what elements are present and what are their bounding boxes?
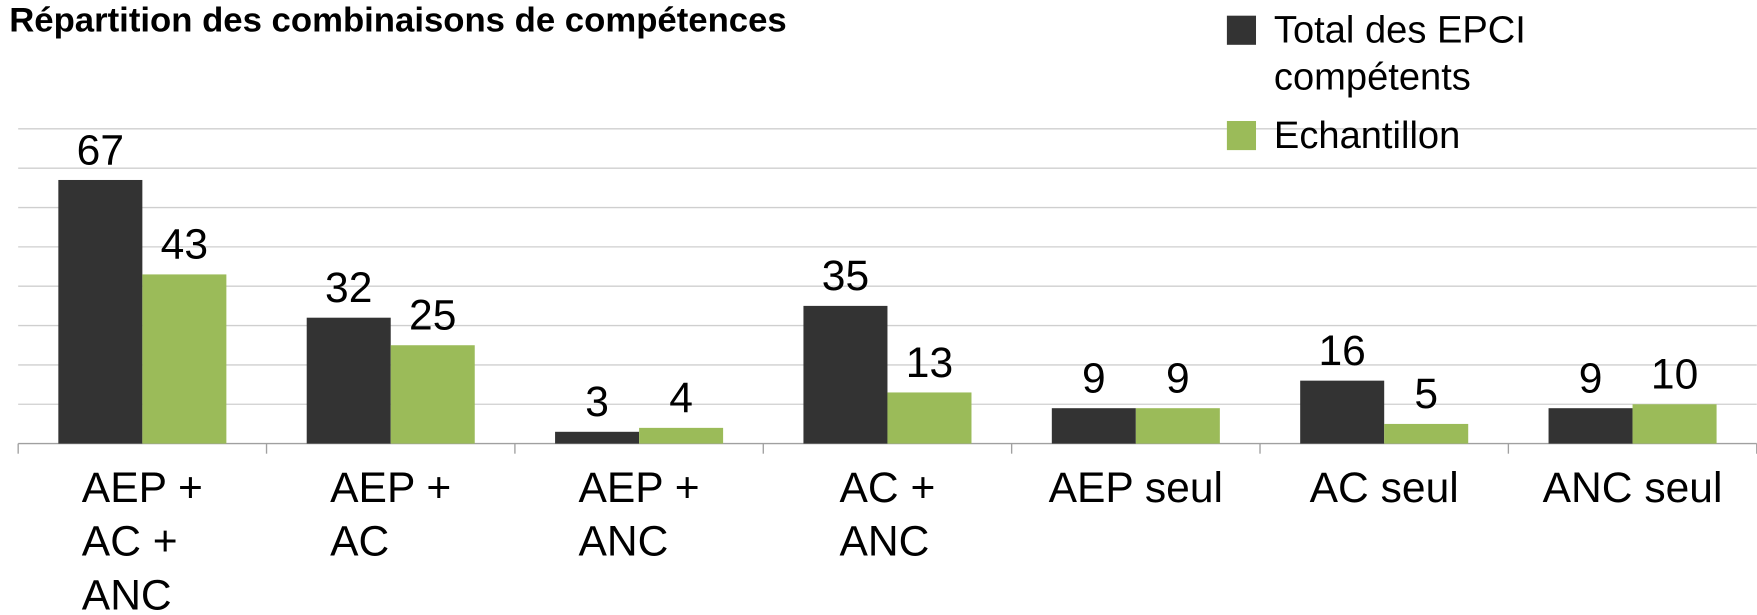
x-tick-label-wrap: AC seul (1260, 462, 1508, 516)
chart-title: Répartition des combinaisons de compéten… (9, 1, 787, 39)
bar (639, 427, 724, 444)
data-label: 16 (1319, 327, 1366, 375)
legend-label-wrap: Total des EPCI compétents (1274, 7, 1576, 101)
bar (1384, 423, 1469, 444)
x-tick-label-wrap: AEP + AC (267, 462, 515, 570)
x-tick-label-box: AEP seul (1012, 462, 1260, 516)
bar (306, 317, 391, 444)
legend-label-box: Total des EPCI compétents (1274, 7, 1576, 101)
bar (390, 345, 475, 444)
data-label: 35 (822, 252, 869, 300)
data-label: 9 (1166, 355, 1190, 403)
x-tick-label: AC seul (1309, 464, 1459, 512)
bar (1300, 380, 1385, 444)
x-tick-label-wrap: AC + ANC (763, 462, 1011, 570)
data-label: 32 (325, 264, 372, 312)
bar (1632, 404, 1717, 444)
legend-swatch (1226, 120, 1257, 151)
data-label: 25 (409, 292, 456, 340)
legend-label-box: Echantillon (1274, 112, 1576, 159)
data-label: 43 (161, 221, 208, 269)
legend-label-wrap: Echantillon (1274, 112, 1576, 159)
bar (142, 274, 227, 444)
legend-swatch (1226, 15, 1257, 45)
bar (1051, 408, 1136, 444)
x-tick-label-wrap: ANC seul (1508, 462, 1756, 516)
data-label: 4 (669, 374, 693, 422)
x-tick-label: AEP + AC (330, 464, 452, 566)
x-tick-label: AEP + ANC (578, 464, 700, 566)
data-label: 67 (77, 126, 124, 174)
x-tick-label-box: AC seul (1260, 462, 1508, 516)
data-label: 3 (585, 378, 609, 426)
legend-label: Total des EPCI compétents (1273, 8, 1526, 99)
x-tick-label-wrap: AEP + ANC (515, 462, 763, 570)
bar (887, 392, 972, 444)
x-tick-label: AEP + AC + ANC (81, 464, 203, 615)
x-tick-label: ANC seul (1542, 464, 1723, 512)
x-tick-label-box: AC + ANC (763, 462, 1011, 570)
x-tick-label: AEP seul (1048, 464, 1223, 512)
x-tick-label-box: AEP + ANC (515, 462, 763, 570)
data-label: 5 (1414, 370, 1438, 418)
bar (58, 179, 143, 444)
x-tick-label-wrap: AEP + AC + ANC (18, 462, 266, 615)
data-label: 9 (1082, 355, 1106, 403)
x-tick-label-box: ANC seul (1508, 462, 1756, 516)
bar (803, 305, 888, 444)
data-label: 10 (1651, 351, 1698, 399)
x-tick-label-box: AEP + AC + ANC (18, 462, 266, 615)
x-tick-label: AC + ANC (839, 464, 936, 566)
data-label: 9 (1579, 355, 1603, 403)
bar (1135, 408, 1220, 444)
bar (555, 431, 640, 444)
data-label: 13 (906, 339, 953, 387)
legend-label: Echantillon (1273, 114, 1461, 157)
x-tick-label-wrap: AEP seul (1012, 462, 1260, 516)
bar (1548, 408, 1633, 444)
x-tick-label-box: AEP + AC (267, 462, 515, 570)
